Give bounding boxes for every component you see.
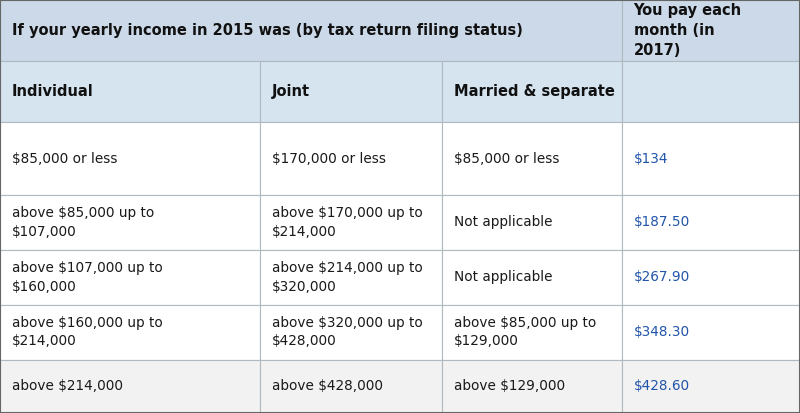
- Bar: [622, 61, 800, 122]
- Bar: [622, 250, 800, 305]
- Text: $85,000 or less: $85,000 or less: [12, 152, 118, 166]
- Bar: [260, 61, 442, 122]
- Text: above $170,000 up to
$214,000: above $170,000 up to $214,000: [272, 206, 422, 239]
- Bar: [260, 250, 442, 305]
- Bar: [622, 360, 800, 413]
- Bar: [622, 195, 800, 250]
- Text: above $320,000 up to
$428,000: above $320,000 up to $428,000: [272, 316, 422, 349]
- Text: You pay each
month (in
2017): You pay each month (in 2017): [634, 3, 742, 58]
- Bar: [260, 195, 442, 250]
- Text: above $129,000: above $129,000: [454, 380, 565, 393]
- Text: $170,000 or less: $170,000 or less: [272, 152, 386, 166]
- Bar: [260, 305, 442, 360]
- Text: Married & separate: Married & separate: [454, 84, 614, 99]
- Bar: [0, 61, 260, 122]
- Bar: [442, 122, 622, 195]
- Text: $187.50: $187.50: [634, 216, 690, 229]
- Bar: [442, 195, 622, 250]
- Bar: [442, 305, 622, 360]
- Text: If your yearly income in 2015 was (by tax return filing status): If your yearly income in 2015 was (by ta…: [12, 23, 523, 38]
- Bar: [622, 0, 800, 61]
- Bar: [0, 122, 260, 195]
- Text: above $428,000: above $428,000: [272, 380, 383, 393]
- Bar: [0, 305, 260, 360]
- Text: Individual: Individual: [12, 84, 94, 99]
- Text: above $160,000 up to
$214,000: above $160,000 up to $214,000: [12, 316, 162, 349]
- Text: $348.30: $348.30: [634, 325, 690, 339]
- Text: $267.90: $267.90: [634, 271, 690, 284]
- Text: above $214,000 up to
$320,000: above $214,000 up to $320,000: [272, 261, 422, 294]
- Text: above $85,000 up to
$129,000: above $85,000 up to $129,000: [454, 316, 596, 349]
- Bar: [260, 360, 442, 413]
- Text: $134: $134: [634, 152, 668, 166]
- Text: $428.60: $428.60: [634, 380, 690, 393]
- Bar: [260, 122, 442, 195]
- Bar: [442, 61, 622, 122]
- Bar: [442, 360, 622, 413]
- Bar: [0, 0, 622, 61]
- Text: Joint: Joint: [272, 84, 310, 99]
- Bar: [622, 305, 800, 360]
- Bar: [442, 250, 622, 305]
- Bar: [0, 250, 260, 305]
- Text: above $85,000 up to
$107,000: above $85,000 up to $107,000: [12, 206, 154, 239]
- Bar: [0, 360, 260, 413]
- Text: $85,000 or less: $85,000 or less: [454, 152, 559, 166]
- Text: above $107,000 up to
$160,000: above $107,000 up to $160,000: [12, 261, 162, 294]
- Bar: [622, 122, 800, 195]
- Text: Not applicable: Not applicable: [454, 216, 552, 229]
- Bar: [0, 195, 260, 250]
- Text: above $214,000: above $214,000: [12, 380, 123, 393]
- Text: Not applicable: Not applicable: [454, 271, 552, 284]
